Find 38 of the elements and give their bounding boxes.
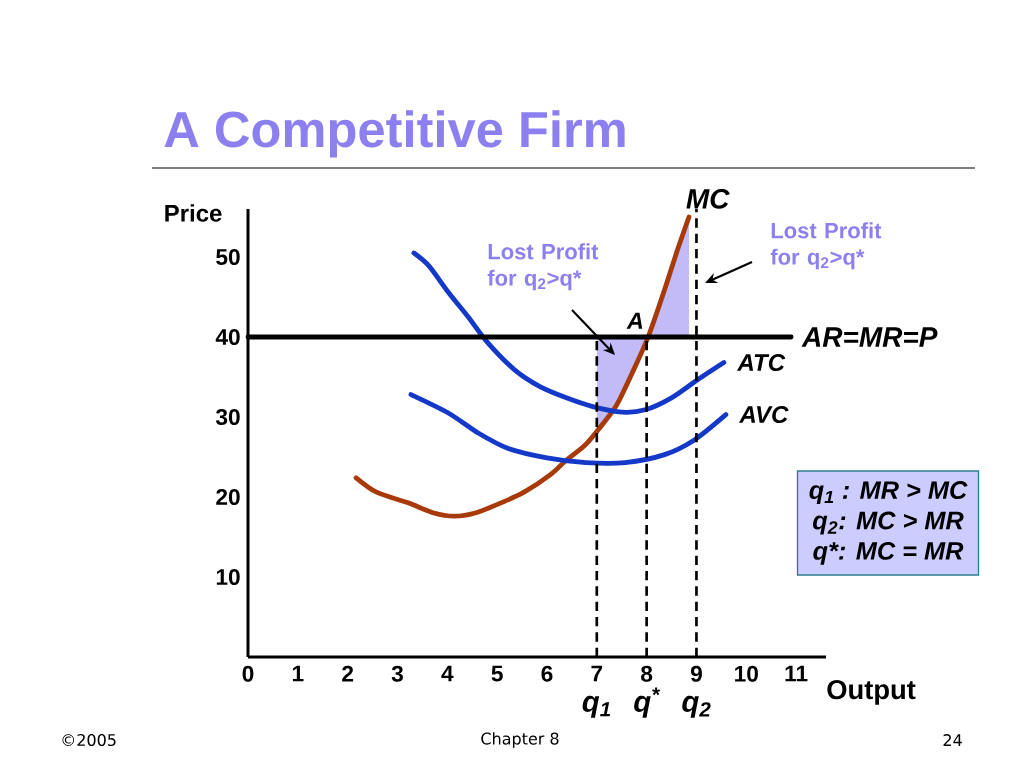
- x-tick-label: 7: [591, 665, 603, 682]
- series-label: AR=MR=P: [801, 327, 938, 347]
- line-series: [353, 214, 692, 519]
- ref-line-label: q$^{*}$: [634, 687, 661, 718]
- y-tick-label: 50: [216, 248, 240, 266]
- series-label: AVC: [738, 406, 789, 424]
- x-tick-label: 1: [292, 665, 304, 682]
- annotation: Lost Profit for q$_{2}$>q*: [487, 243, 599, 291]
- annotation: q*: MC = MR: [813, 541, 964, 565]
- y-axis-title: Price: [165, 204, 222, 222]
- y-tick-label: 10: [216, 568, 240, 586]
- text: 24: [943, 734, 962, 746]
- y-tick-label: 20: [216, 488, 240, 506]
- x-tick-label: 3: [391, 665, 403, 682]
- x-tick-label: 5: [491, 665, 503, 682]
- annotation: q$_{2}$: MC > MR: [812, 511, 964, 535]
- text: ©2005: [62, 733, 116, 747]
- annotation: Lost Profit for q$_{2}$>q*: [770, 222, 882, 270]
- ref-line-label: q$_{1}$: [582, 695, 611, 718]
- ref-line-label: q$_{2}$: [682, 695, 711, 718]
- x-tick-label: 10: [735, 665, 758, 682]
- annotation: A: [626, 312, 643, 329]
- series-label: MC: [686, 188, 730, 209]
- x-tick-label: 4: [441, 665, 454, 682]
- x-axis-title: Output: [827, 679, 916, 705]
- x-tick-label: 2: [342, 665, 354, 682]
- series-label: ATC: [736, 354, 786, 372]
- y-tick-label: 30: [215, 408, 240, 426]
- text: Chapter 8: [481, 732, 559, 748]
- x-tick-label: 0: [242, 665, 254, 682]
- x-tick-label: 11: [785, 665, 808, 682]
- chart-title: A Competitive Firm: [164, 110, 625, 158]
- y-tick-label: 40: [215, 328, 240, 346]
- annotation: q$_{1}$ : MR > MC: [809, 481, 968, 505]
- x-tick-label: 9: [690, 665, 702, 682]
- line-series: [408, 392, 729, 466]
- x-tick-label: 6: [541, 665, 553, 682]
- x-tick-label: 8: [641, 665, 653, 682]
